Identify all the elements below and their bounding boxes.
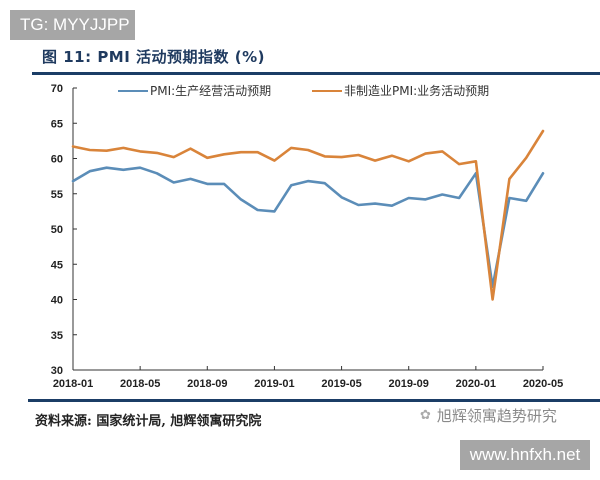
y-tick-label: 70 [51,83,63,95]
y-tick-label: 50 [51,224,63,236]
legend-label: 非制造业PMI:业务活动预期 [344,84,490,98]
legend-swatch-blue [118,89,148,92]
figure-title: 图 11: PMI 活动预期指数 (%) [42,48,266,66]
legend-swatch-orange [312,89,342,92]
bottom-divider [28,399,600,402]
y-tick-label: 60 [51,154,63,166]
legend-item-manufacturing: PMI:生产经营活动预期 [118,82,271,99]
title-divider [32,72,600,75]
y-tick-label: 30 [51,365,63,377]
wechat-icon: ✿ [420,408,431,423]
x-tick-label: 2019-01 [254,378,294,390]
brand-label: 旭辉领寓趋势研究 [436,407,557,425]
chart-lines [71,129,545,301]
y-tick-label: 40 [51,295,63,307]
x-tick-label: 2019-09 [389,378,429,390]
line-chart: 30 35 40 45 50 55 60 65 70 2018-01 2018-05 2018-09 2… [51,83,563,390]
watermark-bottom-tag: www.hnfxh.net [460,440,590,470]
series-line-nonmanufacturing [71,129,545,301]
x-tick-label: 2018-09 [187,378,227,390]
source-note: 资料来源: 国家统计局, 旭辉领寓研究院 [35,414,262,429]
y-tick-label: 35 [51,330,63,342]
series-line-manufacturing [71,166,545,289]
x-tick-label: 2018-05 [120,378,160,390]
x-tick-label: 2019-05 [321,378,361,390]
chart-axes: 30 35 40 45 50 55 60 65 70 2018-01 2018-05 2018-09 2… [51,83,563,390]
legend-item-nonmanufacturing: 非制造业PMI:业务活动预期 [312,82,489,99]
brand-watermark: ✿ 旭辉领寓趋势研究 [420,405,557,426]
x-tick-label: 2020-01 [456,378,496,390]
legend-label: PMI:生产经营活动预期 [150,84,272,98]
watermark-top-tag: TG: MYYJJPP [10,10,135,40]
x-tick-label: 2020-05 [523,378,563,390]
x-tick-label: 2018-01 [53,378,93,390]
y-tick-label: 45 [51,259,63,271]
y-tick-label: 55 [51,189,63,201]
y-tick-label: 65 [51,118,63,130]
